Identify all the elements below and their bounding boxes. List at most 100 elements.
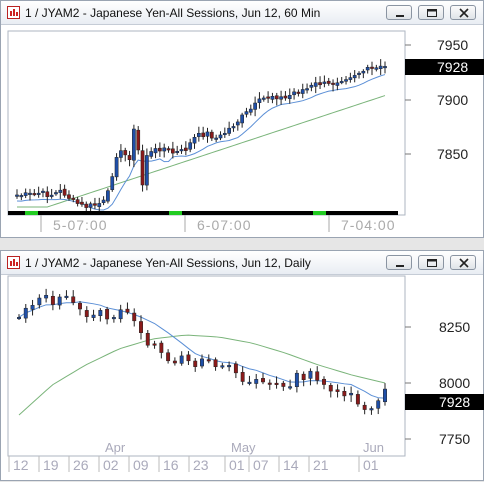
last-price-marker xyxy=(405,394,484,410)
candle-body xyxy=(44,295,49,299)
candle-body xyxy=(91,314,96,318)
candle-body xyxy=(179,355,184,364)
candle-body xyxy=(349,392,354,396)
candle-body xyxy=(28,192,32,195)
candle-body xyxy=(132,312,137,322)
month-label: Apr xyxy=(105,440,126,455)
candle-body xyxy=(335,82,340,86)
candle-body xyxy=(247,381,252,384)
candle-body xyxy=(218,134,223,139)
candle-body xyxy=(15,194,19,197)
candle-body xyxy=(281,382,286,387)
maximize-button[interactable] xyxy=(418,5,444,20)
candle-body xyxy=(84,310,89,317)
candle-body xyxy=(374,67,379,70)
month-label: May xyxy=(231,440,256,455)
date-label: 01 xyxy=(229,457,245,473)
close-button[interactable] xyxy=(450,255,476,270)
candle-body xyxy=(328,385,333,392)
candle-body xyxy=(361,70,366,74)
chart-app-icon xyxy=(7,256,20,269)
chart-area-daily[interactable]: 8250 8000 7750 7928 Apr May Jun 12 19 26 02… xyxy=(1,275,484,482)
candle-body xyxy=(41,190,45,193)
date-label: 26 xyxy=(73,457,89,473)
maximize-button[interactable] xyxy=(418,255,444,270)
session-marker xyxy=(313,211,326,215)
chart-area-60min[interactable]: 7950 7900 7850 7928 5-07:00 6-07:00 7-04… xyxy=(1,25,484,239)
candle-body xyxy=(118,309,123,320)
candle-body xyxy=(71,296,76,303)
candle-body xyxy=(175,151,180,154)
minimize-icon xyxy=(396,15,404,17)
candle-body xyxy=(355,394,360,405)
price-tick-label: 7950 xyxy=(437,37,468,53)
date-label: 23 xyxy=(193,457,209,473)
candle-body xyxy=(114,157,119,178)
candle-body xyxy=(248,108,253,113)
candle-body xyxy=(270,96,275,100)
minimize-button[interactable] xyxy=(386,255,412,270)
candle-body xyxy=(93,203,97,206)
candle-body xyxy=(339,81,344,84)
candle-body xyxy=(344,79,348,82)
candle-body xyxy=(342,391,347,397)
candle-body xyxy=(30,305,35,310)
last-price-label: 7928 xyxy=(437,59,468,75)
candle-body xyxy=(110,176,115,190)
candle-body xyxy=(186,354,191,362)
month-label: Jun xyxy=(363,440,384,455)
candle-body xyxy=(287,95,292,99)
candle-body xyxy=(145,333,150,346)
candle-body xyxy=(301,373,306,381)
candle-body xyxy=(378,65,383,69)
candle-body xyxy=(257,98,262,103)
candle-body xyxy=(136,129,141,151)
candle-body xyxy=(227,365,232,368)
candle-body xyxy=(220,365,225,368)
candle-body xyxy=(383,388,387,403)
candle-body xyxy=(64,295,69,298)
candle-body xyxy=(98,310,103,316)
candle-body xyxy=(200,358,204,367)
candle-body xyxy=(196,133,201,137)
candle-body xyxy=(127,155,132,160)
maximize-icon xyxy=(427,259,437,267)
price-tick-label: 7900 xyxy=(437,92,468,108)
candle-body xyxy=(188,142,193,150)
candle-body xyxy=(101,199,106,203)
candle-body xyxy=(162,147,167,152)
candle-body xyxy=(166,352,171,362)
candle-body xyxy=(240,372,245,382)
candle-body xyxy=(57,296,62,306)
session-bar xyxy=(8,211,398,215)
candle-body xyxy=(193,360,198,367)
price-tick-label: 7750 xyxy=(439,431,470,447)
candle-body xyxy=(254,379,259,384)
candle-body xyxy=(145,155,149,186)
title-bar[interactable]: 1 / JYAM2 - Japanese Yen-All Sessions, J… xyxy=(1,251,483,275)
minimize-button[interactable] xyxy=(386,5,412,20)
window-title: 1 / JYAM2 - Japanese Yen-All Sessions, J… xyxy=(25,256,311,270)
candle-body xyxy=(153,148,158,154)
candle-body xyxy=(335,389,340,392)
close-icon xyxy=(459,8,469,18)
date-label: 19 xyxy=(43,457,59,473)
time-label: 6-07:00 xyxy=(197,217,251,233)
candle-body xyxy=(352,75,357,79)
candle-body xyxy=(159,342,164,353)
date-label: 01 xyxy=(363,457,379,473)
candle-body xyxy=(313,82,318,87)
candle-body xyxy=(348,77,353,80)
candle-body xyxy=(294,372,299,388)
candle-body xyxy=(231,126,236,129)
candle-body xyxy=(62,188,67,196)
close-button[interactable] xyxy=(450,5,476,20)
candle-body xyxy=(279,96,283,100)
candle-body xyxy=(23,192,28,196)
candle-body xyxy=(105,308,110,320)
moving-average-line xyxy=(18,334,386,416)
candle-body xyxy=(240,114,244,124)
title-bar[interactable]: 1 / JYAM2 - Japanese Yen-All Sessions, J… xyxy=(1,1,483,25)
candle-body xyxy=(54,192,58,195)
candle-body xyxy=(326,80,331,84)
